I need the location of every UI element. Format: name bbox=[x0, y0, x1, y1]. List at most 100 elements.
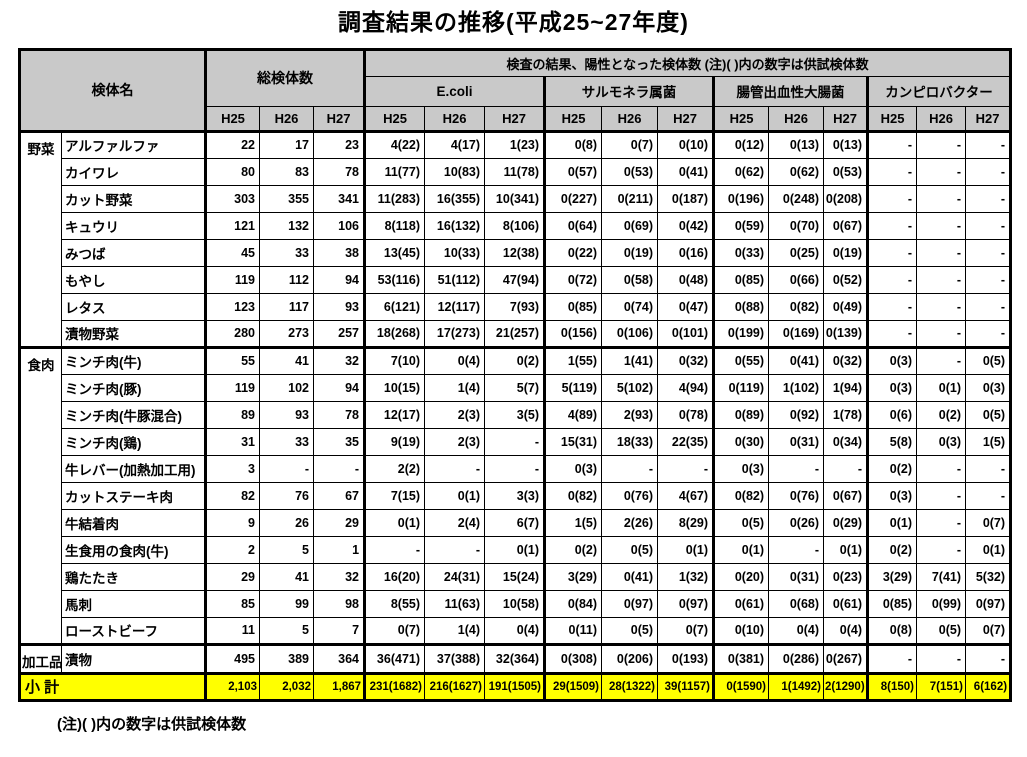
page: 調査結果の推移(平成25~27年度) 検体名 総検体数 検査の結果、陽性となった… bbox=[18, 9, 1013, 733]
value-cell: 102 bbox=[259, 373, 314, 402]
specimen-name: 牛レバー(加熱加工用) bbox=[61, 454, 206, 483]
specimen-name: みつば bbox=[61, 238, 206, 267]
subtotal-value-cell: 2,032 bbox=[259, 671, 314, 701]
header-row-pathogens: E.coli サルモネラ属菌 腸管出血性大腸菌 カンピロバクター bbox=[20, 75, 1012, 107]
value-cell: 16(20) bbox=[363, 562, 426, 591]
year-header: H25 bbox=[543, 105, 603, 132]
value-cell: 0(31) bbox=[768, 427, 825, 456]
value-cell: 22(35) bbox=[657, 427, 715, 456]
value-cell: - bbox=[601, 454, 659, 483]
value-cell: 0(92) bbox=[768, 400, 825, 429]
value-cell: 0(193) bbox=[657, 642, 715, 674]
value-cell: 0(74) bbox=[601, 292, 659, 321]
value-cell: 9 bbox=[204, 508, 260, 537]
value-cell: 32 bbox=[312, 562, 366, 591]
value-cell: 0(82) bbox=[768, 292, 825, 321]
value-cell: 11(78) bbox=[484, 157, 546, 186]
subtotal-value-cell: 2(1290) bbox=[823, 671, 869, 701]
value-cell: - bbox=[916, 319, 967, 348]
value-cell: 0(41) bbox=[601, 562, 659, 591]
specimen-name: ミンチ肉(牛豚混合) bbox=[61, 400, 206, 429]
value-cell: 1(5) bbox=[543, 508, 603, 537]
specimen-name: キュウリ bbox=[61, 211, 206, 240]
value-cell: 0(4) bbox=[424, 345, 486, 375]
value-cell: 0(19) bbox=[601, 238, 659, 267]
header-row-years: H25 H26 H27 H25 H26 H27 H25 H26 H27 H25 … bbox=[20, 105, 1012, 132]
value-cell: - bbox=[965, 642, 1012, 674]
table-row: 加工品 漬物 495 389 364 36(471) 37(388) 32(364) 0(308… bbox=[19, 642, 1012, 674]
value-cell: 7(41) bbox=[916, 562, 967, 591]
specimen-name: アルファルファ bbox=[61, 129, 206, 159]
subtotal-value-cell: 2,103 bbox=[204, 671, 260, 701]
value-cell: 26 bbox=[259, 508, 314, 537]
value-cell: 2(26) bbox=[601, 508, 659, 537]
value-cell: 0(4) bbox=[768, 616, 825, 645]
subtotal-value-cell: 191(1505) bbox=[484, 671, 546, 701]
value-cell: 2(93) bbox=[601, 400, 659, 429]
value-cell: 98 bbox=[312, 589, 366, 618]
value-cell: 1(94) bbox=[823, 373, 869, 402]
value-cell: 0(64) bbox=[543, 211, 603, 240]
value-cell: 0(101) bbox=[657, 319, 715, 348]
value-cell: - bbox=[916, 238, 967, 267]
value-cell: 18(33) bbox=[601, 427, 659, 456]
value-cell: 0(1) bbox=[657, 535, 715, 564]
value-cell: 3 bbox=[204, 454, 260, 483]
specimen-name: 生食用の食肉(牛) bbox=[61, 535, 206, 564]
value-cell: 3(29) bbox=[543, 562, 603, 591]
value-cell: - bbox=[866, 129, 918, 159]
value-cell: 0(67) bbox=[823, 211, 869, 240]
value-cell: - bbox=[965, 265, 1012, 294]
value-cell: 32 bbox=[312, 345, 366, 375]
value-cell: 0(7) bbox=[657, 616, 715, 645]
value-cell: - bbox=[259, 454, 314, 483]
value-cell: 0(68) bbox=[768, 589, 825, 618]
value-cell: - bbox=[484, 454, 546, 483]
value-cell: 10(58) bbox=[484, 589, 546, 618]
specimen-name: 漬物野菜 bbox=[61, 319, 206, 348]
value-cell: 341 bbox=[312, 184, 366, 213]
value-cell: - bbox=[657, 454, 715, 483]
value-cell: 3(3) bbox=[484, 481, 546, 510]
subtotal-value-cell: 39(1157) bbox=[657, 671, 715, 701]
specimen-name: 牛結着肉 bbox=[61, 508, 206, 537]
value-cell: 123 bbox=[204, 292, 260, 321]
value-cell: 1(32) bbox=[657, 562, 715, 591]
value-cell: 1(5) bbox=[965, 427, 1012, 456]
value-cell: - bbox=[866, 292, 918, 321]
value-cell: 0(2) bbox=[916, 400, 967, 429]
survey-results-table: 検体名 総検体数 検査の結果、陽性となった検体数 (注)( )内の数字は供試検体… bbox=[18, 47, 1013, 702]
value-cell: 0(4) bbox=[823, 616, 869, 645]
value-cell: 5(102) bbox=[601, 373, 659, 402]
value-cell: 11(77) bbox=[363, 157, 426, 186]
value-cell: 117 bbox=[259, 292, 314, 321]
value-cell: 35 bbox=[312, 427, 366, 456]
table-row: ミンチ肉(牛豚混合) 89 93 78 12(17) 2(3) 3(5) 4(89) 2(93)… bbox=[20, 400, 1012, 429]
value-cell: 0(106) bbox=[601, 319, 659, 348]
value-cell: 0(5) bbox=[916, 616, 967, 645]
value-cell: 0(248) bbox=[768, 184, 825, 213]
value-cell: 78 bbox=[312, 400, 366, 429]
value-cell: 0(169) bbox=[768, 319, 825, 348]
value-cell: 1(23) bbox=[484, 129, 546, 159]
value-cell: 0(16) bbox=[657, 238, 715, 267]
value-cell: 0(53) bbox=[601, 157, 659, 186]
subtotal-value-cell: 0(1590) bbox=[712, 671, 770, 701]
value-cell: 0(55) bbox=[712, 345, 770, 375]
value-cell: 1(102) bbox=[768, 373, 825, 402]
value-cell: 0(32) bbox=[657, 345, 715, 375]
category-label: 食肉 bbox=[19, 345, 62, 645]
value-cell: - bbox=[916, 345, 967, 375]
value-cell: 0(5) bbox=[712, 508, 770, 537]
value-cell: 257 bbox=[312, 319, 366, 348]
value-cell: - bbox=[965, 481, 1012, 510]
value-cell: 0(5) bbox=[965, 400, 1012, 429]
value-cell: 0(69) bbox=[601, 211, 659, 240]
specimen-name: ミンチ肉(豚) bbox=[61, 373, 206, 402]
value-cell: 10(15) bbox=[363, 373, 426, 402]
value-cell: 0(85) bbox=[543, 292, 603, 321]
value-cell: 0(42) bbox=[657, 211, 715, 240]
value-cell: 8(55) bbox=[363, 589, 426, 618]
positive-count-header: 検査の結果、陽性となった検体数 (注)( )内の数字は供試検体数 bbox=[363, 48, 1012, 77]
value-cell: 2 bbox=[204, 535, 260, 564]
